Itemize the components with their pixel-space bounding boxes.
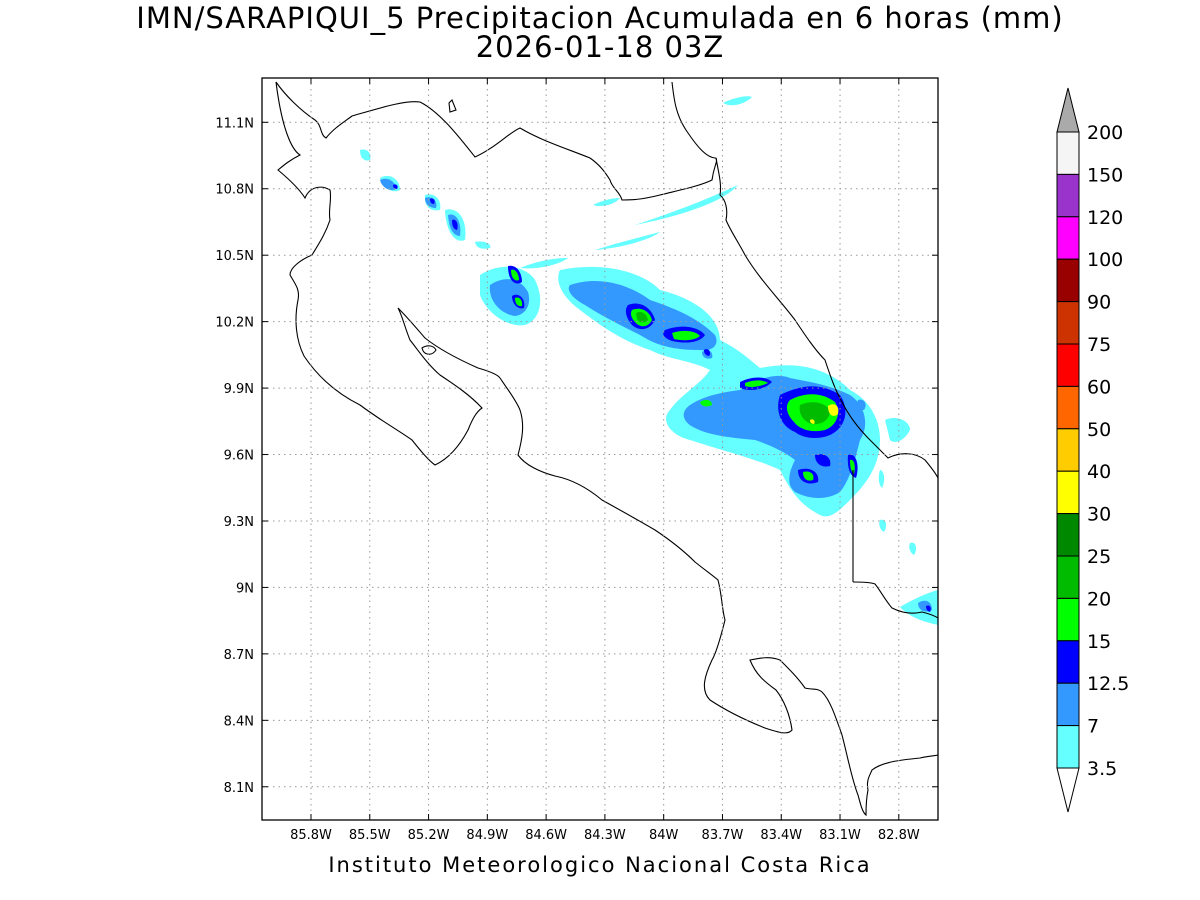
colorbar-swatch — [1056, 555, 1080, 599]
lon-tick-label: 83.7W — [702, 828, 744, 843]
colorbar-swatch — [1056, 173, 1080, 218]
colorbar-level-label: 120 — [1087, 207, 1123, 229]
lon-tick-label: 82.8W — [878, 828, 920, 843]
colorbar-level-label: 200 — [1087, 122, 1123, 144]
colorbar-level-label: 3.5 — [1087, 758, 1117, 780]
lat-tick-label: 10.2N — [215, 316, 254, 331]
coastlines — [275, 81, 939, 817]
lon-tick-label: 84.3W — [584, 828, 626, 843]
colorbar-level-label: 25 — [1087, 546, 1111, 568]
lon-tick-label: 85.8W — [290, 828, 332, 843]
lon-tick-label: 83.1W — [819, 828, 861, 843]
colorbar-swatch — [1056, 343, 1080, 387]
lon-tick-label: 84.6W — [525, 828, 567, 843]
title-line-1: IMN/SARAPIQUI_5 Precipitacion Acumulada … — [136, 1, 1064, 35]
colorbar-level-label: 20 — [1087, 588, 1111, 610]
colorbar-level-label: 40 — [1087, 461, 1111, 483]
colorbar-level-label: 12.5 — [1087, 673, 1129, 695]
lat-tick-label: 9N — [236, 581, 254, 596]
lat-tick-label: 11.1N — [215, 116, 254, 131]
credit-text: Instituto Meteorologico Nacional Costa R… — [328, 853, 872, 877]
precipitation-fields — [360, 96, 938, 625]
colorbar-swatch — [1056, 682, 1080, 727]
lat-tick-label: 9.6N — [224, 449, 254, 464]
lon-tick-label: 84.9W — [466, 828, 508, 843]
colorbar-swatch — [1056, 513, 1080, 557]
longitude-ticks: 85.8W 85.5W 85.2W 84.9W 84.6W 84.3W 84W 83.7W 83… — [290, 78, 920, 843]
title-line-2: 2026-01-18 03Z — [475, 30, 725, 64]
lat-tick-label: 8.4N — [224, 714, 254, 729]
lat-tick-label: 10.5N — [215, 249, 254, 264]
colorbar-level-label: 90 — [1087, 292, 1111, 314]
colorbar-top-arrow — [1056, 87, 1080, 133]
colorbar-level-label: 15 — [1087, 631, 1111, 653]
colorbar-bottom-arrow — [1056, 767, 1080, 813]
colorbar-swatch — [1056, 640, 1080, 684]
map-frame — [261, 77, 939, 821]
colorbar-level-label: 30 — [1087, 504, 1111, 526]
colorbar-swatch — [1056, 725, 1080, 769]
lon-tick-label: 83.4W — [760, 828, 802, 843]
colorbar-level-label: 60 — [1087, 376, 1111, 398]
colorbar-level-label: 100 — [1087, 249, 1123, 271]
colorbar-swatch — [1056, 216, 1080, 260]
map-title: IMN/SARAPIQUI_5 Precipitacion Acumulada … — [0, 4, 1200, 62]
lat-tick-label: 8.1N — [224, 781, 254, 796]
colorbar-swatch — [1056, 385, 1080, 430]
colorbar-level-label: 75 — [1087, 334, 1111, 356]
lon-tick-label: 85.2W — [408, 828, 450, 843]
colorbar-level-label: 150 — [1087, 164, 1123, 186]
colorbar: 200 150 120 100 90 75 60 50 40 30 25 20 15 12.5 7 3.5 — [1056, 87, 1129, 813]
lat-tick-label: 10.8N — [215, 183, 254, 198]
lon-tick-label: 85.5W — [349, 828, 391, 843]
colorbar-swatch — [1056, 131, 1080, 175]
latitude-ticks: 11.1N 10.8N 10.5N 10.2N 9.9N 9.6N 9.3N 9N 8.7N 8.… — [215, 116, 938, 796]
colorbar-swatch — [1056, 428, 1080, 472]
colorbar-swatch — [1056, 258, 1080, 303]
colorbar-level-label: 7 — [1087, 716, 1099, 738]
colorbar-level-label: 50 — [1087, 419, 1111, 441]
colorbar-swatch — [1056, 301, 1080, 345]
colorbar-swatch — [1056, 597, 1080, 642]
lat-tick-label: 9.3N — [224, 515, 254, 530]
lat-tick-label: 9.9N — [224, 382, 254, 397]
colorbar-swatch — [1056, 470, 1080, 515]
lat-tick-label: 8.7N — [224, 648, 254, 663]
lon-tick-label: 84W — [649, 828, 679, 843]
